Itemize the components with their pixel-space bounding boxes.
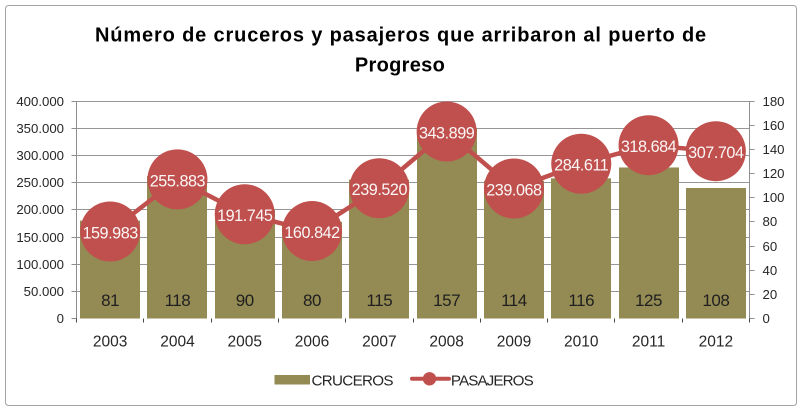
- svg-text:2005: 2005: [228, 334, 262, 351]
- svg-text:100.000: 100.000: [16, 257, 64, 272]
- svg-text:80: 80: [303, 291, 321, 310]
- svg-text:2008: 2008: [429, 334, 463, 351]
- svg-text:2012: 2012: [699, 334, 733, 351]
- svg-text:150.000: 150.000: [16, 230, 64, 245]
- svg-text:160.842: 160.842: [284, 224, 340, 242]
- svg-text:100: 100: [763, 190, 785, 205]
- svg-text:250.000: 250.000: [16, 175, 64, 190]
- svg-text:2004: 2004: [160, 334, 195, 351]
- svg-text:20: 20: [763, 287, 778, 302]
- svg-text:CRUCEROS: CRUCEROS: [312, 372, 394, 389]
- svg-text:108: 108: [702, 291, 729, 310]
- svg-text:120: 120: [763, 166, 785, 181]
- svg-text:0: 0: [763, 311, 770, 326]
- svg-text:157: 157: [433, 291, 460, 310]
- svg-text:0: 0: [57, 311, 64, 326]
- svg-text:307.704: 307.704: [688, 144, 744, 162]
- svg-text:284.611: 284.611: [554, 157, 609, 175]
- svg-text:50.000: 50.000: [24, 284, 64, 299]
- svg-text:159.983: 159.983: [82, 224, 138, 242]
- svg-text:Progreso: Progreso: [355, 55, 445, 77]
- svg-text:2011: 2011: [632, 334, 665, 351]
- svg-text:Número de cruceros y pasajeros: Número de cruceros y pasajeros que arrib…: [95, 25, 707, 47]
- svg-text:300.000: 300.000: [16, 148, 64, 163]
- svg-text:80: 80: [763, 214, 778, 229]
- svg-text:2009: 2009: [497, 334, 531, 351]
- svg-text:118: 118: [165, 291, 191, 310]
- svg-text:318.684: 318.684: [621, 138, 677, 156]
- svg-text:115: 115: [366, 291, 392, 310]
- svg-text:239.520: 239.520: [352, 181, 408, 199]
- svg-text:40: 40: [763, 263, 778, 278]
- svg-text:90: 90: [236, 291, 254, 310]
- svg-text:125: 125: [635, 291, 662, 310]
- svg-text:81: 81: [101, 291, 119, 310]
- svg-text:PASAJEROS: PASAJEROS: [451, 372, 534, 389]
- svg-text:350.000: 350.000: [16, 121, 64, 136]
- svg-text:2006: 2006: [295, 334, 329, 351]
- svg-text:400.000: 400.000: [16, 94, 64, 109]
- svg-text:255.883: 255.883: [150, 172, 206, 190]
- svg-text:180: 180: [763, 94, 785, 109]
- svg-text:2007: 2007: [362, 334, 396, 351]
- svg-text:2003: 2003: [93, 334, 127, 351]
- svg-text:239.068: 239.068: [486, 181, 542, 199]
- svg-text:343.899: 343.899: [419, 124, 475, 142]
- svg-text:114: 114: [501, 291, 527, 310]
- svg-text:2010: 2010: [564, 334, 599, 351]
- svg-text:160: 160: [763, 118, 785, 133]
- svg-text:200.000: 200.000: [16, 202, 64, 217]
- svg-text:60: 60: [763, 239, 778, 254]
- svg-text:140: 140: [763, 142, 785, 157]
- svg-text:116: 116: [568, 291, 594, 310]
- svg-text:191.745: 191.745: [217, 207, 273, 225]
